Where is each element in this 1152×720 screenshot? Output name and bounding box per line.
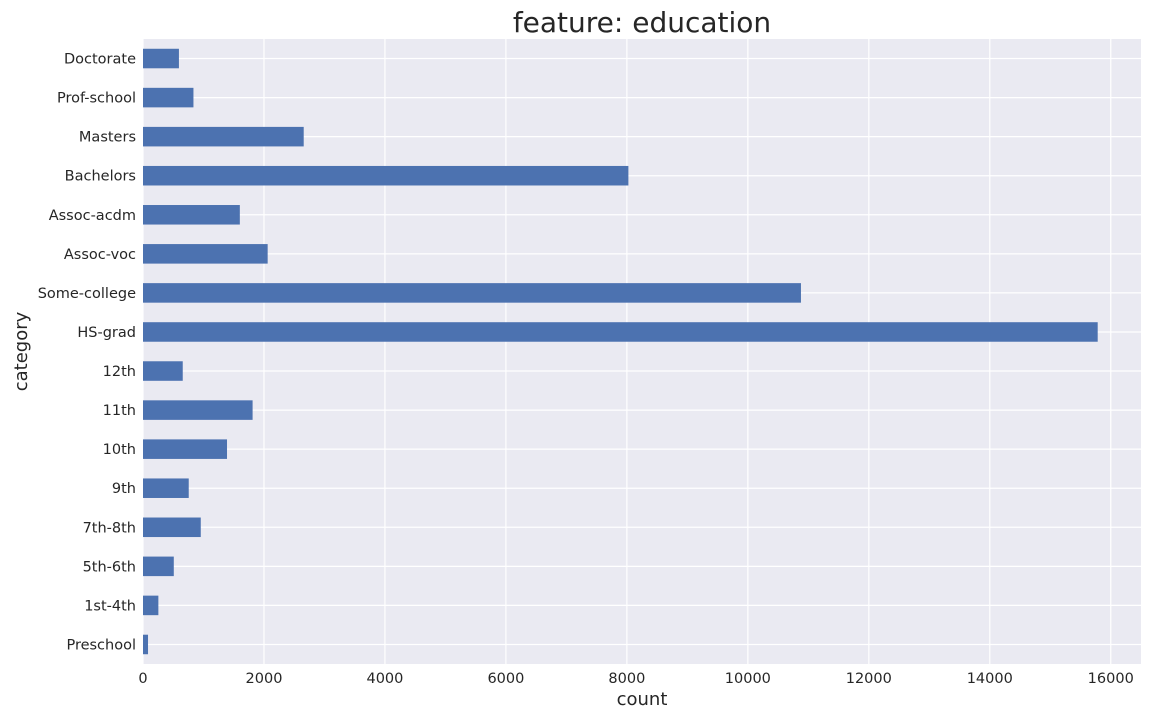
bar-some-college (143, 283, 801, 303)
x-tick-label: 16000 (1088, 671, 1134, 687)
bar-7th-8th (143, 517, 201, 538)
y-tick-label: 12th (103, 364, 136, 380)
bar-11th (143, 400, 253, 420)
y-tick-label: Prof-school (57, 91, 136, 107)
y-tick-label: Some-college (38, 286, 136, 302)
grid-lines (142, 39, 1141, 664)
bar-preschool (143, 634, 149, 655)
x-tick-label: 6000 (487, 671, 524, 687)
y-tick-label: 10th (103, 442, 136, 458)
bar-9th (143, 478, 189, 498)
y-tick-label: 9th (112, 481, 136, 497)
x-tick-label: 0 (138, 671, 147, 687)
bar-hs-grad (143, 322, 1098, 342)
bar-prof-school (143, 87, 194, 108)
x-tick-label: 4000 (366, 671, 403, 687)
y-tick-label: 1st-4th (84, 598, 136, 614)
y-tick-label: Bachelors (65, 169, 136, 185)
y-tick-label: Doctorate (64, 52, 136, 68)
bar-12th (143, 361, 183, 381)
x-tick-label: 14000 (967, 671, 1013, 687)
y-tick-label: 11th (103, 403, 136, 419)
y-tick-label: Assoc-acdm (49, 208, 136, 224)
plot-area (143, 39, 1141, 664)
bar-assoc-acdm (143, 205, 240, 225)
y-tick-label: 5th-6th (83, 559, 136, 575)
bar-1st-4th (143, 595, 159, 616)
y-tick-labels: Preschool 1st-4th 5th-6th 7th-8th 9th 10th 11t… (38, 52, 136, 654)
bar-bachelors (143, 165, 629, 186)
y-tick-label: 7th-8th (83, 520, 136, 536)
bar-10th (143, 439, 228, 459)
y-tick-label: Assoc-voc (64, 247, 136, 263)
bar-doctorate (143, 48, 179, 69)
chart-title: feature: education (513, 6, 771, 39)
bar-masters (143, 126, 304, 147)
bar-5th-6th (143, 556, 174, 577)
y-tick-label: HS-grad (77, 325, 136, 341)
x-tick-labels: 0 2000 4000 6000 8000 10000 12000 14000 16000 (138, 671, 1133, 687)
x-tick-label: 12000 (846, 671, 892, 687)
x-tick-label: 8000 (608, 671, 645, 687)
x-tick-label: 2000 (246, 671, 283, 687)
x-axis-label: count (617, 689, 668, 710)
x-tick-label: 10000 (725, 671, 771, 687)
y-axis-label: category (11, 311, 32, 391)
bars (143, 48, 1098, 655)
y-tick-label: Masters (79, 130, 136, 146)
bar-assoc-voc (143, 244, 268, 264)
y-tick-label: Preschool (66, 637, 136, 653)
